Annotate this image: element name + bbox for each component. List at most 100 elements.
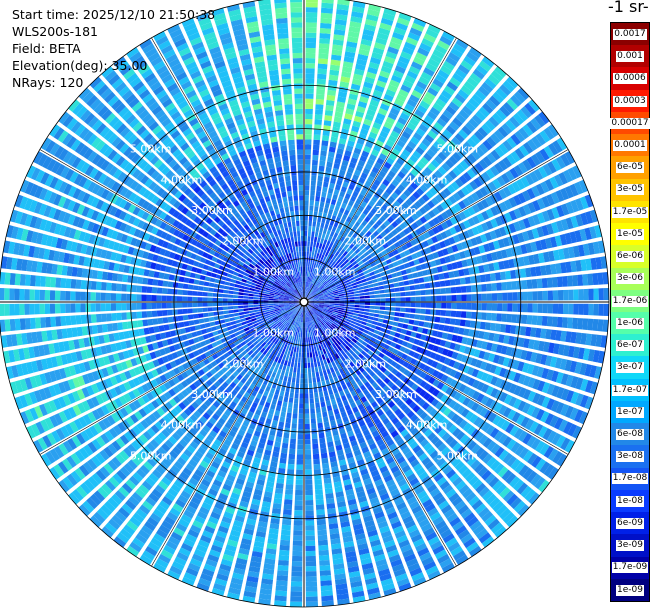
- range-gate-cell: [329, 297, 335, 300]
- range-gate-cell: [371, 52, 383, 60]
- range-gate-cell: [453, 270, 460, 278]
- range-gate-cell: [304, 347, 307, 353]
- range-gate-cell: [379, 231, 387, 238]
- range-gate-cell: [489, 272, 496, 282]
- range-gate-cell: [559, 358, 568, 371]
- range-gate-cell: [377, 281, 384, 286]
- range-gate-cell: [536, 198, 546, 210]
- range-gate-cell: [304, 159, 311, 165]
- range-gate-cell: [309, 302, 315, 304]
- range-gate-cell: [451, 97, 463, 108]
- range-gate-cell: [281, 447, 288, 454]
- range-gate-cell: [503, 199, 513, 210]
- range-gate-cell: [292, 550, 303, 557]
- range-gate-cell: [374, 162, 382, 170]
- range-gate-cell: [305, 525, 315, 531]
- range-gate-cell: [308, 382, 313, 389]
- range-gate-cell: [480, 372, 489, 382]
- range-gate-cell: [295, 352, 299, 358]
- range-gate-cell: [277, 368, 282, 375]
- range-gate-cell: [468, 117, 480, 129]
- range-gate-cell: [339, 302, 345, 304]
- range-gate-cell: [507, 183, 517, 195]
- range-gate-cell: [564, 405, 574, 419]
- range-gate-cell: [333, 262, 338, 268]
- range-gate-cell: [322, 130, 330, 137]
- range-gate-cell: [313, 295, 318, 298]
- range-gate-cell: [307, 287, 310, 293]
- range-gate-cell: [458, 269, 465, 277]
- range-gate-cell: [441, 248, 449, 256]
- range-gate-cell: [466, 228, 475, 238]
- range-gate-cell: [308, 215, 313, 222]
- range-gate-cell: [466, 303, 472, 310]
- range-gate-cell: [473, 130, 485, 142]
- range-gate-cell: [345, 46, 357, 54]
- range-gate-cell: [440, 89, 453, 100]
- range-gate-cell: [574, 181, 584, 195]
- range-gate-cell: [589, 365, 597, 378]
- range-gate-cell: [459, 345, 466, 353]
- range-gate-cell: [570, 331, 577, 344]
- range-gate-cell: [426, 238, 434, 246]
- range-gate-cell: [433, 323, 440, 330]
- range-gate-cell: [550, 400, 560, 413]
- range-gate-cell: [292, 418, 298, 424]
- range-gate-cell: [379, 215, 387, 223]
- range-gate-cell: [310, 357, 314, 363]
- range-gate-cell: [513, 194, 522, 206]
- range-gate-cell: [316, 264, 321, 270]
- range-gate-cell: [298, 352, 302, 358]
- range-gate-cell: [310, 180, 316, 186]
- range-gate-cell: [359, 254, 366, 260]
- range-gate-cell: [407, 273, 414, 280]
- range-gate-cell: [318, 432, 325, 439]
- range-gate-cell: [437, 69, 450, 80]
- range-gate-cell: [421, 138, 431, 148]
- range-gate-cell: [305, 489, 313, 496]
- range-gate-cell: [344, 150, 352, 157]
- range-gate-cell: [287, 361, 291, 367]
- range-gate-cell: [329, 299, 335, 301]
- range-gate-cell: [318, 549, 329, 556]
- range-gate-cell: [383, 227, 391, 235]
- range-gate-cell: [528, 99, 540, 112]
- range-gate-cell: [323, 181, 329, 188]
- range-gate-cell: [318, 544, 329, 551]
- range-gate-cell: [419, 314, 426, 321]
- range-gate-cell: [413, 164, 423, 173]
- range-gate-cell: [304, 180, 310, 186]
- range-gate-cell: [482, 139, 493, 151]
- range-gate-cell: [245, 316, 251, 321]
- range-gate-cell: [405, 330, 412, 336]
- range-gate-cell: [422, 342, 430, 349]
- range-gate-cell: [414, 314, 421, 320]
- range-gate-cell: [311, 367, 315, 373]
- range-gate-cell: [395, 121, 405, 130]
- range-gate-cell: [304, 215, 308, 221]
- range-gate-cell: [411, 213, 419, 221]
- range-gate-cell: [512, 112, 525, 125]
- range-gate-cell: [313, 236, 318, 243]
- range-gate-cell: [486, 283, 492, 292]
- range-gate-cell: [433, 274, 440, 281]
- range-gate-cell: [453, 234, 461, 243]
- range-gate-cell: [308, 298, 314, 301]
- range-gate-cell: [362, 167, 371, 175]
- range-gate-cell: [357, 217, 364, 224]
- range-gate-cell: [315, 195, 321, 202]
- range-gate-cell: [407, 172, 416, 181]
- range-gate-cell: [460, 311, 467, 318]
- range-gate-cell: [353, 290, 360, 294]
- range-gate-cell: [354, 68, 365, 76]
- range-gate-cell: [327, 291, 333, 294]
- range-gate-cell: [275, 590, 288, 597]
- range-gate-cell: [280, 369, 286, 376]
- range-gate-cell: [348, 229, 355, 236]
- range-gate-cell: [338, 268, 344, 273]
- range-gate-cell: [387, 112, 398, 121]
- range-gate-cell: [312, 144, 320, 151]
- range-gate-cell: [410, 302, 416, 308]
- range-gate-cell: [463, 208, 472, 218]
- range-gate-cell: [415, 51, 428, 62]
